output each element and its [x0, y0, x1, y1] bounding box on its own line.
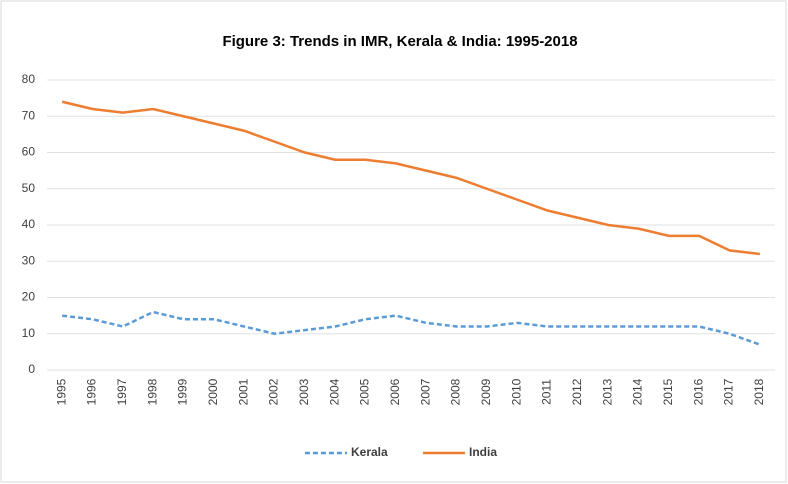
x-tick-label: 2007 — [418, 378, 432, 405]
x-tick-label: 2000 — [206, 378, 220, 405]
y-tick-label: 10 — [22, 326, 36, 340]
y-tick-label: 70 — [22, 108, 36, 122]
x-tick-label: 1998 — [145, 378, 159, 405]
y-tick-label: 30 — [22, 253, 36, 267]
y-tick-label: 60 — [22, 145, 36, 159]
chart-title: Figure 3: Trends in IMR, Kerala & India:… — [222, 33, 577, 50]
x-tick-label: 2016 — [691, 378, 705, 405]
y-tick-label: 40 — [22, 217, 36, 231]
y-tick-label: 80 — [22, 72, 36, 86]
x-tick-label: 2017 — [722, 378, 736, 405]
x-tick-label: 1996 — [85, 378, 99, 405]
x-tick-label: 2018 — [752, 378, 766, 405]
y-tick-label: 50 — [22, 181, 36, 195]
x-tick-label: 1999 — [176, 378, 190, 405]
x-tick-label: 2009 — [479, 378, 493, 405]
x-tick-label: 2002 — [267, 378, 281, 405]
x-tick-label: 2015 — [661, 378, 675, 405]
x-tick-label: 2011 — [540, 379, 554, 405]
x-tick-label: 2001 — [236, 378, 250, 405]
y-tick-label: 0 — [28, 362, 35, 376]
x-tick-label: 2008 — [449, 378, 463, 405]
x-tick-label: 1997 — [115, 378, 129, 405]
x-tick-label: 2004 — [327, 378, 341, 405]
legend-label: Kerala — [351, 445, 388, 459]
x-tick-label: 2003 — [297, 378, 311, 405]
x-tick-label: 2013 — [600, 378, 614, 405]
series-line — [61, 100, 760, 256]
x-tick-label: 2014 — [631, 378, 645, 405]
x-tick-label: 2012 — [570, 378, 584, 405]
x-tick-label: 2005 — [358, 378, 372, 405]
legend-label: India — [469, 445, 497, 459]
x-tick-label: 2010 — [509, 378, 523, 405]
x-tick-label: 2006 — [388, 378, 402, 405]
y-tick-label: 20 — [22, 290, 36, 304]
x-tick-label: 1995 — [54, 378, 68, 405]
series-line — [62, 310, 761, 346]
